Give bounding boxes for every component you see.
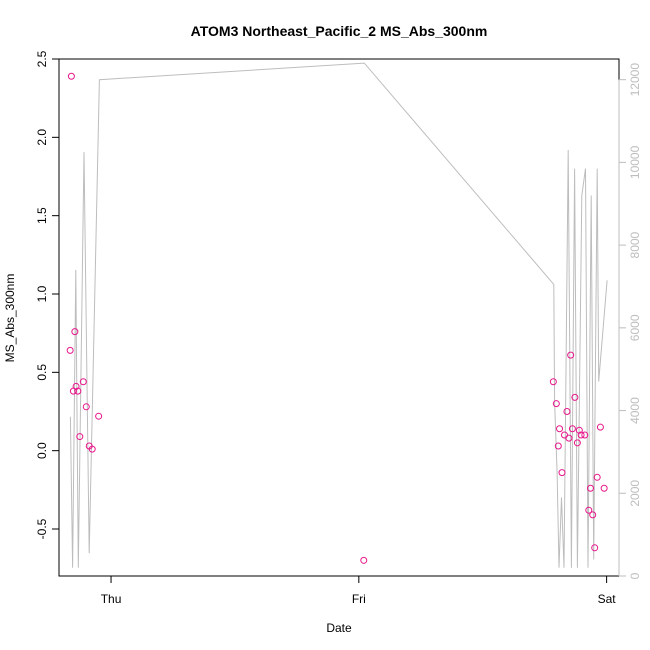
data-point — [88, 445, 96, 453]
data-point — [556, 425, 564, 433]
x-tick-label: Thu — [101, 592, 122, 606]
y-tick-label: 0.5 — [35, 364, 49, 381]
chart-title: ATOM3 Northeast_Pacific_2 MS_Abs_300nm — [191, 23, 488, 39]
data-point — [558, 469, 566, 477]
data-point — [563, 408, 571, 415]
data-point — [554, 442, 562, 450]
y-tick-label: -0.5 — [35, 518, 49, 539]
data-point — [72, 382, 80, 390]
y2-tick-label: 2000 — [628, 480, 642, 507]
x-tick-label: Fri — [352, 592, 366, 606]
data-point — [76, 433, 84, 441]
y2-tick-label: 4000 — [628, 397, 642, 424]
x-tick-label: Sat — [598, 592, 617, 606]
data-point — [567, 351, 575, 359]
data-point — [593, 473, 601, 481]
axes-group: Thu Fri Sat -0.5 0.0 0.5 1.0 1.5 2.0 2.5 0 2000 4000… — [35, 50, 642, 606]
data-point — [573, 439, 581, 447]
data-point — [581, 431, 589, 439]
data-point — [360, 556, 368, 564]
y2-tick-label: 8000 — [628, 231, 642, 258]
data-point — [575, 426, 583, 434]
data-point — [587, 484, 595, 492]
data-point — [67, 72, 75, 80]
y2-tick-label: 12000 — [628, 63, 642, 97]
plot-frame — [58, 58, 620, 577]
y-axis-label: MS_Abs_300nm — [3, 274, 17, 363]
data-point — [565, 434, 573, 442]
data-point — [596, 423, 604, 431]
y-tick-label: 0.0 — [35, 442, 49, 459]
x-axis-label: Date — [326, 621, 352, 635]
y-tick-label: 2.5 — [35, 50, 49, 67]
left-axis-series-points-group — [66, 72, 608, 564]
data-point — [577, 431, 585, 439]
data-point — [589, 511, 597, 519]
y2-tick-label: 10000 — [628, 145, 642, 179]
y2-tick-label: 6000 — [628, 314, 642, 341]
y-tick-label: 1.0 — [35, 285, 49, 302]
data-point — [71, 328, 79, 336]
data-point — [571, 393, 579, 401]
data-point — [74, 387, 82, 395]
data-point — [591, 544, 599, 552]
y2-tick-label: 0 — [628, 572, 642, 579]
data-point — [66, 346, 74, 354]
y-tick-label: 2.0 — [35, 129, 49, 146]
data-point — [600, 484, 608, 492]
data-point — [95, 412, 103, 420]
right-axis-series-line-group — [69, 62, 608, 568]
data-point — [585, 506, 593, 514]
data-point — [549, 378, 557, 386]
data-point — [552, 400, 560, 408]
data-point — [82, 403, 90, 411]
y-tick-label: 1.5 — [35, 207, 49, 224]
data-point — [79, 378, 87, 386]
data-point — [568, 425, 576, 433]
series-line — [69, 62, 608, 568]
